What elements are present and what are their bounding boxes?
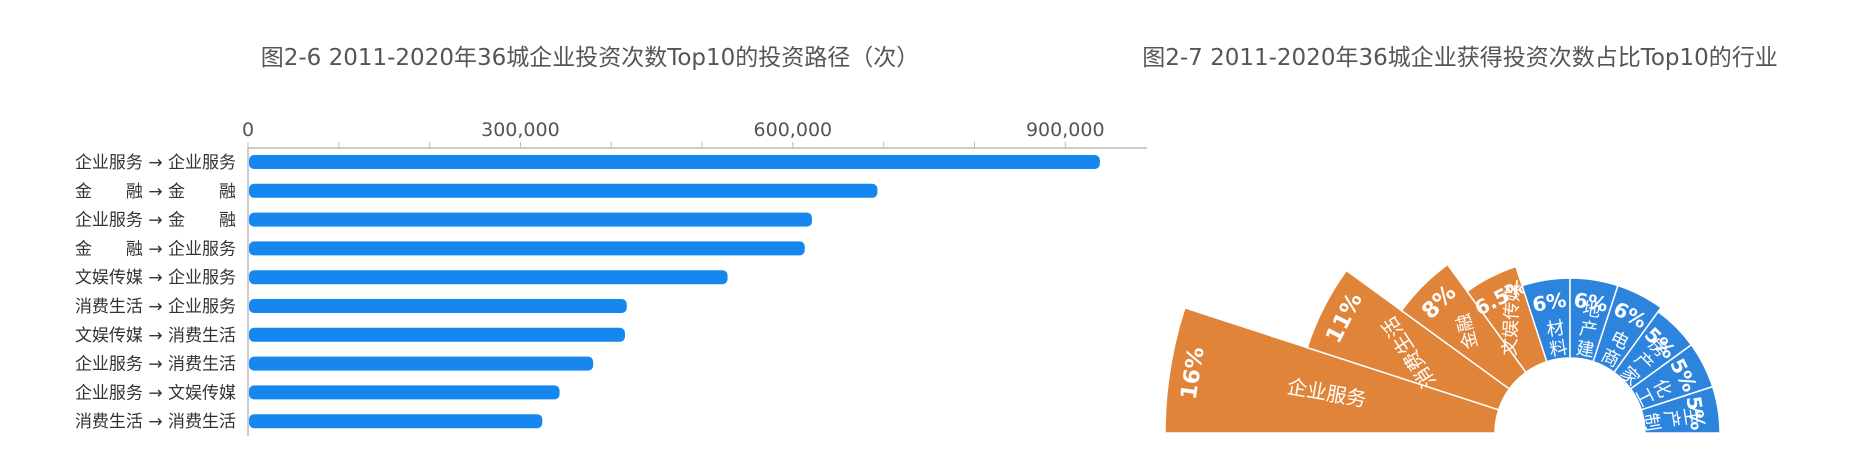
- slice-percent-label: 5%: [1681, 394, 1710, 431]
- rose-slice: [1592, 284, 1663, 374]
- bar: [249, 155, 1100, 169]
- category-label: 金 融 → 金 融: [75, 182, 236, 202]
- rose-chart-title: 图2-7 2011-2020年36城企业获得投资次数占比Top10的行业: [1142, 45, 1778, 71]
- category-label: 金 融 → 企业服务: [75, 239, 236, 259]
- x-tick-label: 900,000: [1026, 119, 1105, 141]
- slice-percent-label: 6%: [1572, 288, 1609, 317]
- category-label: 企业服务 → 消费生活: [75, 355, 236, 375]
- x-tick-label: 300,000: [481, 119, 560, 141]
- bar: [249, 270, 728, 285]
- x-tick-label: 0: [242, 119, 254, 141]
- rose-slice: [1640, 385, 1721, 434]
- category-label: 企业服务 → 金 融: [75, 211, 236, 231]
- slice-name-label: 文娱传媒: [1499, 283, 1524, 356]
- slice-percent-label: 6%: [1531, 288, 1568, 317]
- bar: [249, 241, 805, 256]
- bar: [249, 356, 594, 371]
- bar: [249, 385, 560, 400]
- rose-slice: [1306, 269, 1511, 411]
- bar: [249, 183, 878, 198]
- rose-slice: [1466, 265, 1548, 374]
- category-label: 消费生活 → 企业服务: [75, 297, 236, 317]
- bar-chart-axis: 0 300,000 600,000 900,000: [242, 119, 1147, 436]
- bar: [249, 212, 813, 227]
- bar: [249, 327, 625, 342]
- bar: [249, 414, 543, 429]
- category-label: 企业服务 → 企业服务: [75, 153, 236, 173]
- category-label: 企业服务 → 文娱传媒: [75, 383, 236, 403]
- category-label: 文娱传媒 → 企业服务: [75, 268, 236, 288]
- x-tick-label: 600,000: [754, 119, 833, 141]
- bar: [249, 299, 627, 313]
- bar-chart-title: 图2-6 2011-2020年36城企业投资次数Top10的投资路径（次）: [260, 45, 920, 71]
- rose-slice: [1400, 263, 1527, 390]
- category-label: 消费生活 → 消费生活: [75, 412, 236, 432]
- rose-slice: [1164, 306, 1500, 434]
- category-label: 文娱传媒 → 消费生活: [75, 326, 236, 346]
